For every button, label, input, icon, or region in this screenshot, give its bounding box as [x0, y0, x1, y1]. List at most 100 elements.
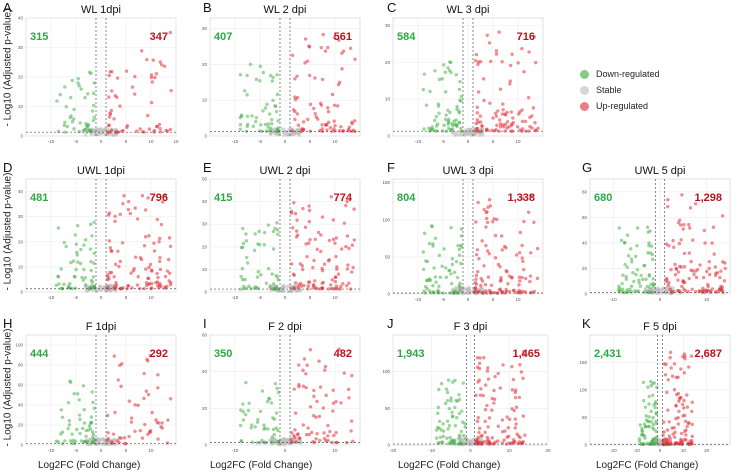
panel-title-b: WL 2 dpi	[263, 4, 306, 16]
down-point-e	[240, 277, 245, 282]
up-point-d	[157, 240, 161, 244]
up-point-g	[712, 252, 716, 256]
up-point-d	[120, 241, 125, 245]
up-point-f	[500, 248, 504, 252]
up-point-e	[305, 254, 309, 259]
up-count-a: 347	[150, 31, 168, 43]
up-point-e	[335, 265, 339, 269]
up-point-d	[158, 281, 162, 286]
up-point-f	[487, 198, 492, 202]
up-point-e	[295, 218, 299, 222]
up-point-b	[295, 95, 300, 100]
down-point-j	[445, 398, 450, 403]
down-point-h	[66, 426, 70, 431]
up-point-g	[693, 202, 698, 206]
up-count-i: 482	[334, 348, 352, 360]
up-point-f	[489, 291, 493, 295]
up-point-d	[163, 285, 167, 289]
down-point-f	[452, 270, 457, 275]
up-point-f	[499, 276, 503, 280]
down-point-a	[87, 128, 91, 133]
y-tick-label-h: 60	[18, 383, 24, 388]
down-count-h: 444	[30, 348, 49, 360]
stable-point-a	[100, 130, 104, 135]
down-point-i	[255, 420, 260, 424]
up-point-f	[518, 230, 523, 235]
down-point-e	[241, 226, 245, 231]
down-point-a	[56, 129, 61, 134]
up-point-f	[482, 207, 486, 212]
up-point-f	[524, 276, 528, 281]
up-point-h	[148, 430, 152, 434]
down-point-b	[263, 106, 268, 110]
up-point-f	[486, 275, 491, 279]
stable-point-i	[282, 437, 286, 441]
stable-point-a	[112, 133, 116, 138]
x-tick-label-k: 10	[681, 448, 687, 453]
up-point-k	[664, 362, 668, 367]
down-point-k	[637, 437, 642, 441]
down-point-e	[257, 242, 262, 247]
down-point-j	[454, 398, 458, 403]
up-point-k	[662, 430, 666, 434]
up-point-i	[301, 368, 305, 372]
down-point-k	[654, 411, 658, 415]
down-point-a	[86, 92, 90, 96]
y-tick-label-e: 50	[202, 177, 208, 182]
up-point-g	[666, 198, 670, 202]
up-point-k	[682, 398, 686, 403]
down-point-c	[449, 128, 454, 132]
panel-letter-a: A	[3, 0, 12, 15]
up-point-g	[717, 288, 722, 292]
up-point-b	[312, 106, 316, 111]
x-tick-label-k: 0	[659, 448, 662, 453]
up-point-f	[530, 290, 534, 295]
up-point-a	[162, 64, 167, 68]
down-point-b	[265, 102, 269, 107]
down-point-k	[643, 425, 648, 429]
up-point-h	[106, 436, 111, 441]
up-point-a	[151, 58, 156, 62]
down-point-e	[268, 284, 272, 289]
up-point-f	[485, 210, 489, 214]
down-point-a	[58, 92, 62, 97]
up-point-k	[677, 399, 681, 403]
up-point-e	[331, 237, 336, 242]
y-tick-label-d: 20	[18, 239, 24, 244]
y-tick-label-k: 0	[584, 443, 587, 448]
up-point-e	[331, 218, 336, 222]
y-tick-label-j: 100	[382, 369, 390, 374]
up-point-g	[682, 265, 687, 269]
down-point-i	[275, 386, 279, 391]
up-point-j	[478, 393, 483, 397]
up-point-d	[106, 275, 110, 279]
down-point-f	[447, 268, 452, 273]
down-point-c	[444, 113, 448, 117]
y-tick-label-f: 0	[387, 292, 390, 297]
down-point-g	[624, 274, 628, 279]
down-point-f	[449, 281, 454, 286]
x-tick-label-d: 0	[100, 295, 103, 300]
down-point-e	[243, 277, 247, 282]
x-tick-label-b: 0	[284, 139, 287, 144]
up-point-c	[520, 46, 524, 51]
up-point-f	[493, 256, 498, 260]
y-tick-label-i: 60	[202, 333, 208, 338]
up-point-k	[674, 416, 678, 421]
up-point-k	[670, 374, 675, 378]
up-point-b	[302, 127, 306, 132]
stable-point-i	[286, 441, 290, 445]
up-point-c	[481, 77, 486, 81]
up-point-c	[476, 90, 481, 94]
up-point-g	[719, 269, 723, 273]
up-point-f	[486, 205, 490, 209]
down-point-a	[63, 85, 67, 89]
up-point-j	[517, 395, 522, 400]
up-point-e	[344, 203, 348, 208]
up-point-c	[505, 120, 510, 124]
down-point-j	[436, 425, 440, 430]
up-point-c	[530, 126, 534, 130]
up-point-g	[701, 275, 706, 280]
down-point-c	[421, 87, 426, 92]
up-point-e	[293, 211, 298, 216]
